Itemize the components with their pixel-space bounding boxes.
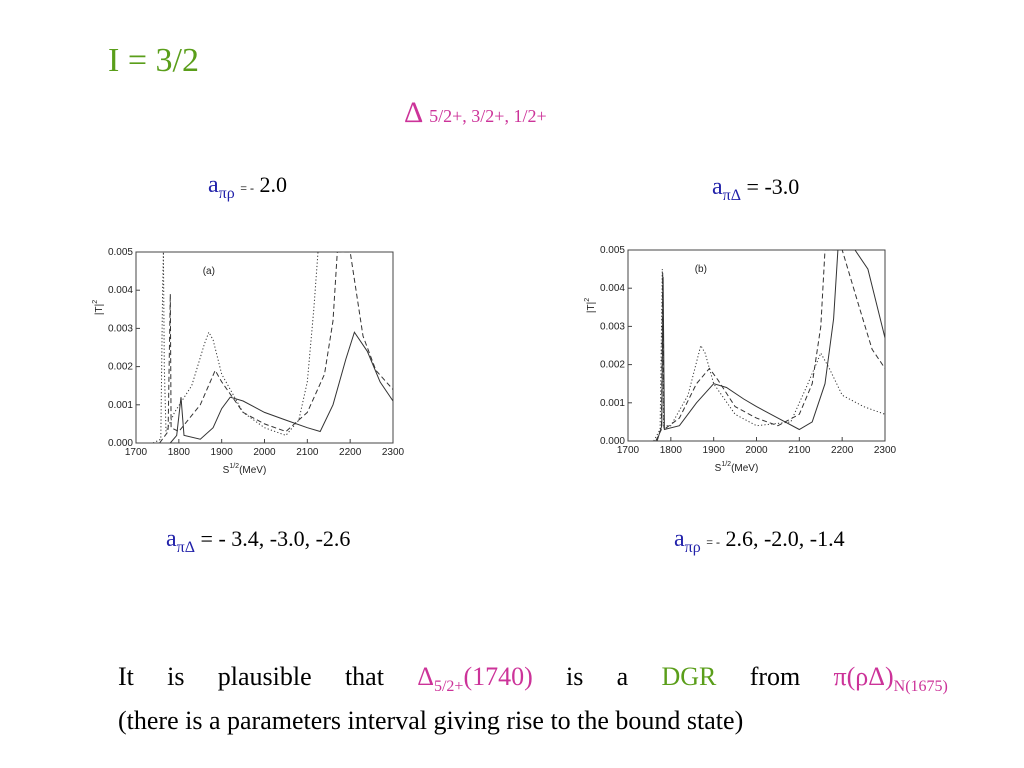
delta-states-heading: Δ 5/2+, 3/2+, 1/2+ xyxy=(404,96,547,130)
series-line-dotted xyxy=(152,252,319,443)
y-tick-label: 0.005 xyxy=(108,247,133,258)
param-subscript: πρ xyxy=(684,539,701,556)
y-tick-label: 0.004 xyxy=(600,283,625,294)
param-top-right: aπΔ = -3.0 xyxy=(712,174,800,204)
word: It xyxy=(118,662,134,691)
y-label-sup: 2 xyxy=(584,298,591,302)
delta-subscript: 5/2+ xyxy=(433,678,464,696)
delta-mass: (1740) xyxy=(463,662,533,691)
x-tick-label: 2000 xyxy=(745,445,768,456)
x-tick-label: 1900 xyxy=(211,447,234,458)
y-tick-label: 0.004 xyxy=(108,285,133,296)
y-tick-label: 0.003 xyxy=(108,323,133,334)
y-label-sup: 2 xyxy=(92,300,99,304)
series-group xyxy=(152,252,393,443)
y-tick-label: 0.005 xyxy=(600,245,625,256)
delta-symbol: Δ xyxy=(417,662,434,691)
x-label-unit: (MeV) xyxy=(731,463,758,474)
param-value: - 3.4, -3.0, -2.6 xyxy=(218,526,351,551)
x-tick-label: 1700 xyxy=(617,445,640,456)
x-label-sup: 1/2 xyxy=(721,461,731,468)
delta-symbol: Δ xyxy=(404,96,422,129)
word: is xyxy=(566,662,584,691)
conclusion-line-1: It is plausible that Δ5/2+(1740) is a DG… xyxy=(118,660,948,704)
param-bottom-left: aπΔ = - 3.4, -3.0, -2.6 xyxy=(166,526,351,556)
word: that xyxy=(344,662,384,691)
param-subscript: πρ xyxy=(218,185,235,202)
y-axis-label: |T|2 xyxy=(584,298,597,313)
chart-b: 1700 1800 1900 2000 2100 2200 2300 0.000 0.001 0.… xyxy=(584,245,897,474)
dgr-term: DGR xyxy=(661,662,717,691)
param-top-left: aπρ = - 2.0 xyxy=(208,172,287,202)
x-label-unit: (MeV) xyxy=(239,465,266,476)
y-tick-label: 0.000 xyxy=(600,436,625,447)
conclusion-line-2: (there is a parameters interval giving r… xyxy=(118,706,744,736)
series-line-dashed xyxy=(655,250,885,441)
param-equals: = - xyxy=(240,181,254,195)
y-tick-label: 0.002 xyxy=(600,360,625,371)
n-subscript: N(1675) xyxy=(893,678,948,696)
word: is xyxy=(167,662,185,691)
panel-label: (b) xyxy=(695,264,707,275)
x-axis-label: S1/2(MeV) xyxy=(715,461,759,474)
param-symbol: a xyxy=(674,526,685,552)
x-tick-label: 2100 xyxy=(788,445,811,456)
series-line-solid xyxy=(169,331,393,443)
series-group xyxy=(653,250,885,441)
param-value: -3.0 xyxy=(764,174,800,199)
x-tick-label: 1800 xyxy=(168,447,191,458)
x-tick-label: 1900 xyxy=(703,445,726,456)
panel-label: (a) xyxy=(203,266,215,277)
param-symbol: a xyxy=(208,172,219,198)
x-label-base: S xyxy=(715,463,722,474)
delta-states: 5/2+, 3/2+, 1/2+ xyxy=(429,106,547,126)
x-tick-label: 1800 xyxy=(660,445,683,456)
y-tick-label: 0.001 xyxy=(600,398,625,409)
y-label-base: |T| xyxy=(586,302,597,313)
pi-rho-delta-symbol: π(ρΔ) xyxy=(833,662,894,691)
delta-resonance: Δ5/2+(1740) xyxy=(417,660,533,704)
plot-frame xyxy=(627,249,886,442)
x-tick-label: 2300 xyxy=(874,445,897,456)
param-symbol: a xyxy=(166,526,177,552)
param-equals: = - xyxy=(706,535,720,549)
y-axis-label: |T|2 xyxy=(92,300,105,315)
series-line-solid xyxy=(656,250,885,441)
x-tick-label: 2300 xyxy=(382,447,405,458)
x-tick-label: 2000 xyxy=(253,447,276,458)
word: from xyxy=(749,662,801,691)
slide-title: I = 3/2 xyxy=(108,42,199,79)
param-equals: = xyxy=(746,174,759,199)
series-line-dotted xyxy=(653,269,885,441)
param-value: 2.0 xyxy=(259,172,287,197)
y-tick-label: 0.002 xyxy=(108,362,133,373)
chart-a: 1700 1800 1900 2000 2100 2200 2300 0.000 0.001 0.… xyxy=(92,247,405,476)
word: a xyxy=(616,662,629,691)
y-tick-label: 0.000 xyxy=(108,438,133,449)
param-symbol: a xyxy=(712,174,723,200)
y-label-base: |T| xyxy=(94,304,105,315)
x-label-base: S xyxy=(223,465,230,476)
y-tick-label: 0.001 xyxy=(108,400,133,411)
x-tick-label: 1700 xyxy=(125,447,148,458)
series-line-dashed xyxy=(159,252,393,443)
conclusion-text: It is plausible that Δ5/2+(1740) is a DG… xyxy=(118,660,948,738)
y-tick-label: 0.003 xyxy=(600,321,625,332)
x-label-sup: 1/2 xyxy=(229,463,239,470)
param-subscript: πΔ xyxy=(176,539,196,556)
x-tick-label: 2200 xyxy=(831,445,854,456)
x-axis-label: S1/2(MeV) xyxy=(223,463,267,476)
x-tick-label: 2100 xyxy=(296,447,319,458)
param-value: 2.6, -2.0, -1.4 xyxy=(725,526,845,551)
x-tick-label: 2200 xyxy=(339,447,362,458)
pi-rho-delta: π(ρΔ)N(1675) xyxy=(834,660,948,704)
param-bottom-right: aπρ = - 2.6, -2.0, -1.4 xyxy=(674,526,845,556)
param-equals: = xyxy=(200,526,213,551)
param-subscript: πΔ xyxy=(722,187,742,204)
word: plausible xyxy=(217,662,312,691)
